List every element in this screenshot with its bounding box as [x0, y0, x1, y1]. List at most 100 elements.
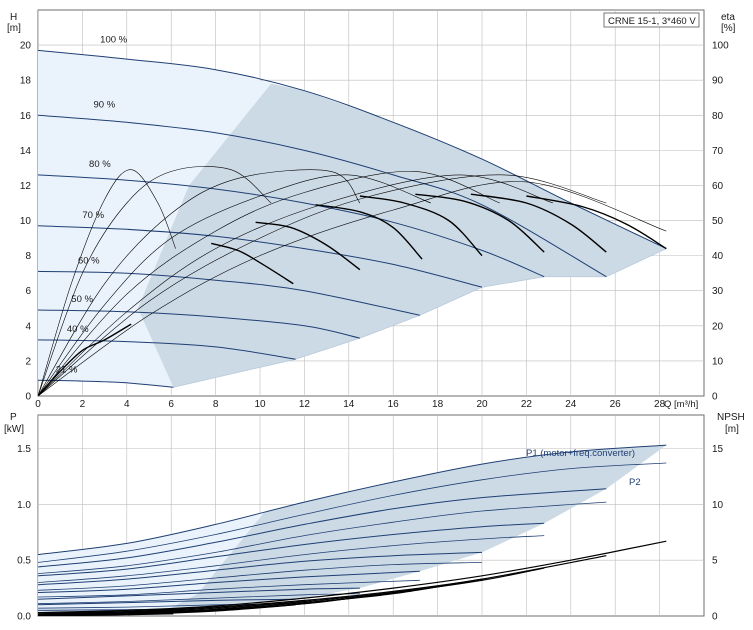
- eta-tick-labels: 0 10 20 30 40 50 60 70 80 90 100: [712, 41, 729, 403]
- efficiency-op-curve-0: [38, 323, 132, 396]
- head-axis-label: H: [10, 12, 17, 23]
- eta-tick-label: 40: [712, 251, 724, 262]
- efficiency-curve-7: [38, 181, 667, 396]
- head-axis-unit: [m]: [7, 23, 21, 34]
- head-curve-21: [38, 379, 174, 388]
- speed-label: 40 %: [67, 324, 89, 335]
- p1-curve-0: [38, 444, 667, 556]
- head-tick-label: 8: [25, 251, 31, 262]
- efficiency-op-curve-6: [470, 193, 607, 253]
- speed-label: 80 %: [89, 159, 111, 170]
- x-tick-label: 26: [610, 399, 622, 410]
- npsh-tick-label: 0: [712, 612, 718, 623]
- x-tick-label: 10: [254, 399, 266, 410]
- eta-tick-label: 90: [712, 76, 724, 87]
- npsh-axis-label: NPSH: [717, 412, 745, 423]
- head-curve-100: [38, 49, 667, 250]
- efficiency-curves: [38, 166, 667, 396]
- npsh-curve-7: [38, 613, 174, 616]
- x-tick-label: 4: [124, 399, 130, 410]
- eta-axis-label: eta: [721, 12, 735, 23]
- eta-tick-label: 20: [712, 321, 724, 332]
- head-curves: [38, 49, 667, 388]
- p1-series-label: P1 (motor+freq.converter): [526, 448, 635, 459]
- speed-label: 70 %: [82, 210, 104, 221]
- head-curve-70: [38, 225, 483, 288]
- head-curve-90: [38, 114, 607, 278]
- x-tick-labels: 0 2 4 6 8 10 12 14 16 18 20 22 24 26 28: [35, 399, 665, 410]
- eta-tick-label: 10: [712, 356, 724, 367]
- p2-curve-4: [38, 579, 420, 598]
- efficiency-curve-3: [38, 174, 431, 396]
- power-tick-label: 1.0: [17, 500, 31, 511]
- head-curve-80: [38, 174, 545, 278]
- efficiency-curve-6: [38, 174, 607, 396]
- x-tick-label: 12: [299, 399, 311, 410]
- head-tick-label: 16: [20, 111, 32, 122]
- npsh-curves: [38, 540, 667, 616]
- head-tick-label: 2: [25, 356, 31, 367]
- npsh-axis-unit: [m]: [725, 424, 739, 435]
- power-tick-label: 0.0: [17, 612, 31, 623]
- p1-curve-4: [38, 570, 420, 593]
- x-tick-label: 20: [476, 399, 488, 410]
- power-panel: 0.0 0.5 1.0 1.5 0 5 10 15 P [kW] NPSH [m] P1 (…: [4, 412, 745, 623]
- efficiency-op-curve-7: [526, 195, 667, 250]
- head-tick-label: 20: [20, 41, 32, 52]
- head-panel: 0 2 4 6 8 10 12 14 16 18 20 22 24 26 28 02468101214161…: [7, 9, 736, 410]
- efficiency-op-curve-2: [255, 221, 361, 271]
- x-tick-label: 14: [343, 399, 355, 410]
- head-curve-60: [38, 270, 420, 316]
- eta-tick-label: 30: [712, 286, 724, 297]
- eta-tick-label: 50: [712, 216, 724, 227]
- npsh-tick-label: 15: [712, 444, 724, 455]
- head-tick-label: 6: [25, 286, 31, 297]
- x-tick-label: 18: [432, 399, 444, 410]
- p2-curve-3: [38, 562, 483, 591]
- x-tick-label: 24: [565, 399, 577, 410]
- eta-tick-label: 70: [712, 146, 724, 157]
- efficiency-curve-1: [38, 166, 272, 396]
- p1-curve-6: [38, 598, 296, 606]
- x-tick-label: 0: [35, 399, 41, 410]
- x-tick-label: 28: [654, 399, 666, 410]
- eta-tick-label: 0: [712, 392, 718, 403]
- power-tick-label: 0.5: [17, 556, 31, 567]
- power-tick-label: 1.5: [17, 444, 31, 455]
- speed-label: 21 %: [56, 364, 78, 375]
- speed-labels: 100 % 90 % 80 % 70 % 60 % 50 % 40 % 21 %: [56, 34, 128, 375]
- p2-curve-5: [38, 593, 360, 605]
- npsh-curve-0: [38, 540, 667, 614]
- efficiency-op-curve-3: [315, 204, 423, 260]
- head-tick-label: 4: [25, 321, 31, 332]
- efficiency-op-curve-5: [415, 193, 545, 253]
- p2-series-label: P2: [629, 477, 641, 488]
- head-curve-40: [38, 339, 296, 360]
- power-tick-labels: 0.0 0.5 1.0 1.5: [17, 444, 31, 623]
- head-tick-label: 18: [20, 76, 32, 87]
- power-axis-unit: [kW]: [4, 424, 24, 435]
- npsh-tick-labels: 0 5 10 15: [712, 444, 724, 623]
- eta-tick-label: 60: [712, 181, 724, 192]
- head-tick-labels: 0 2 4 6 8 10 12 14 16 18 20: [20, 41, 32, 403]
- x-tick-label: 2: [80, 399, 86, 410]
- head-tick-label: 12: [20, 181, 32, 192]
- efficiency-curve-2: [38, 169, 361, 396]
- eta-tick-label: 100: [712, 41, 729, 52]
- p1-curve-1: [38, 488, 607, 568]
- efficiency-op-curve-4: [359, 195, 483, 257]
- efficiency-curve-4: [38, 170, 500, 396]
- power-axis-label: P: [10, 412, 17, 423]
- p1-curve-3: [38, 551, 483, 586]
- region-boundary: [173, 248, 667, 388]
- head-curve-50: [38, 309, 361, 339]
- head-tick-label: 10: [20, 216, 32, 227]
- speed-label: 60 %: [78, 256, 100, 267]
- model-title-box: [603, 12, 700, 28]
- power-curves: [38, 444, 667, 613]
- p1-curve-5: [38, 587, 360, 600]
- speed-label: 90 %: [94, 99, 116, 110]
- eta-tick-label: 80: [712, 111, 724, 122]
- x-tick-label: 6: [168, 399, 174, 410]
